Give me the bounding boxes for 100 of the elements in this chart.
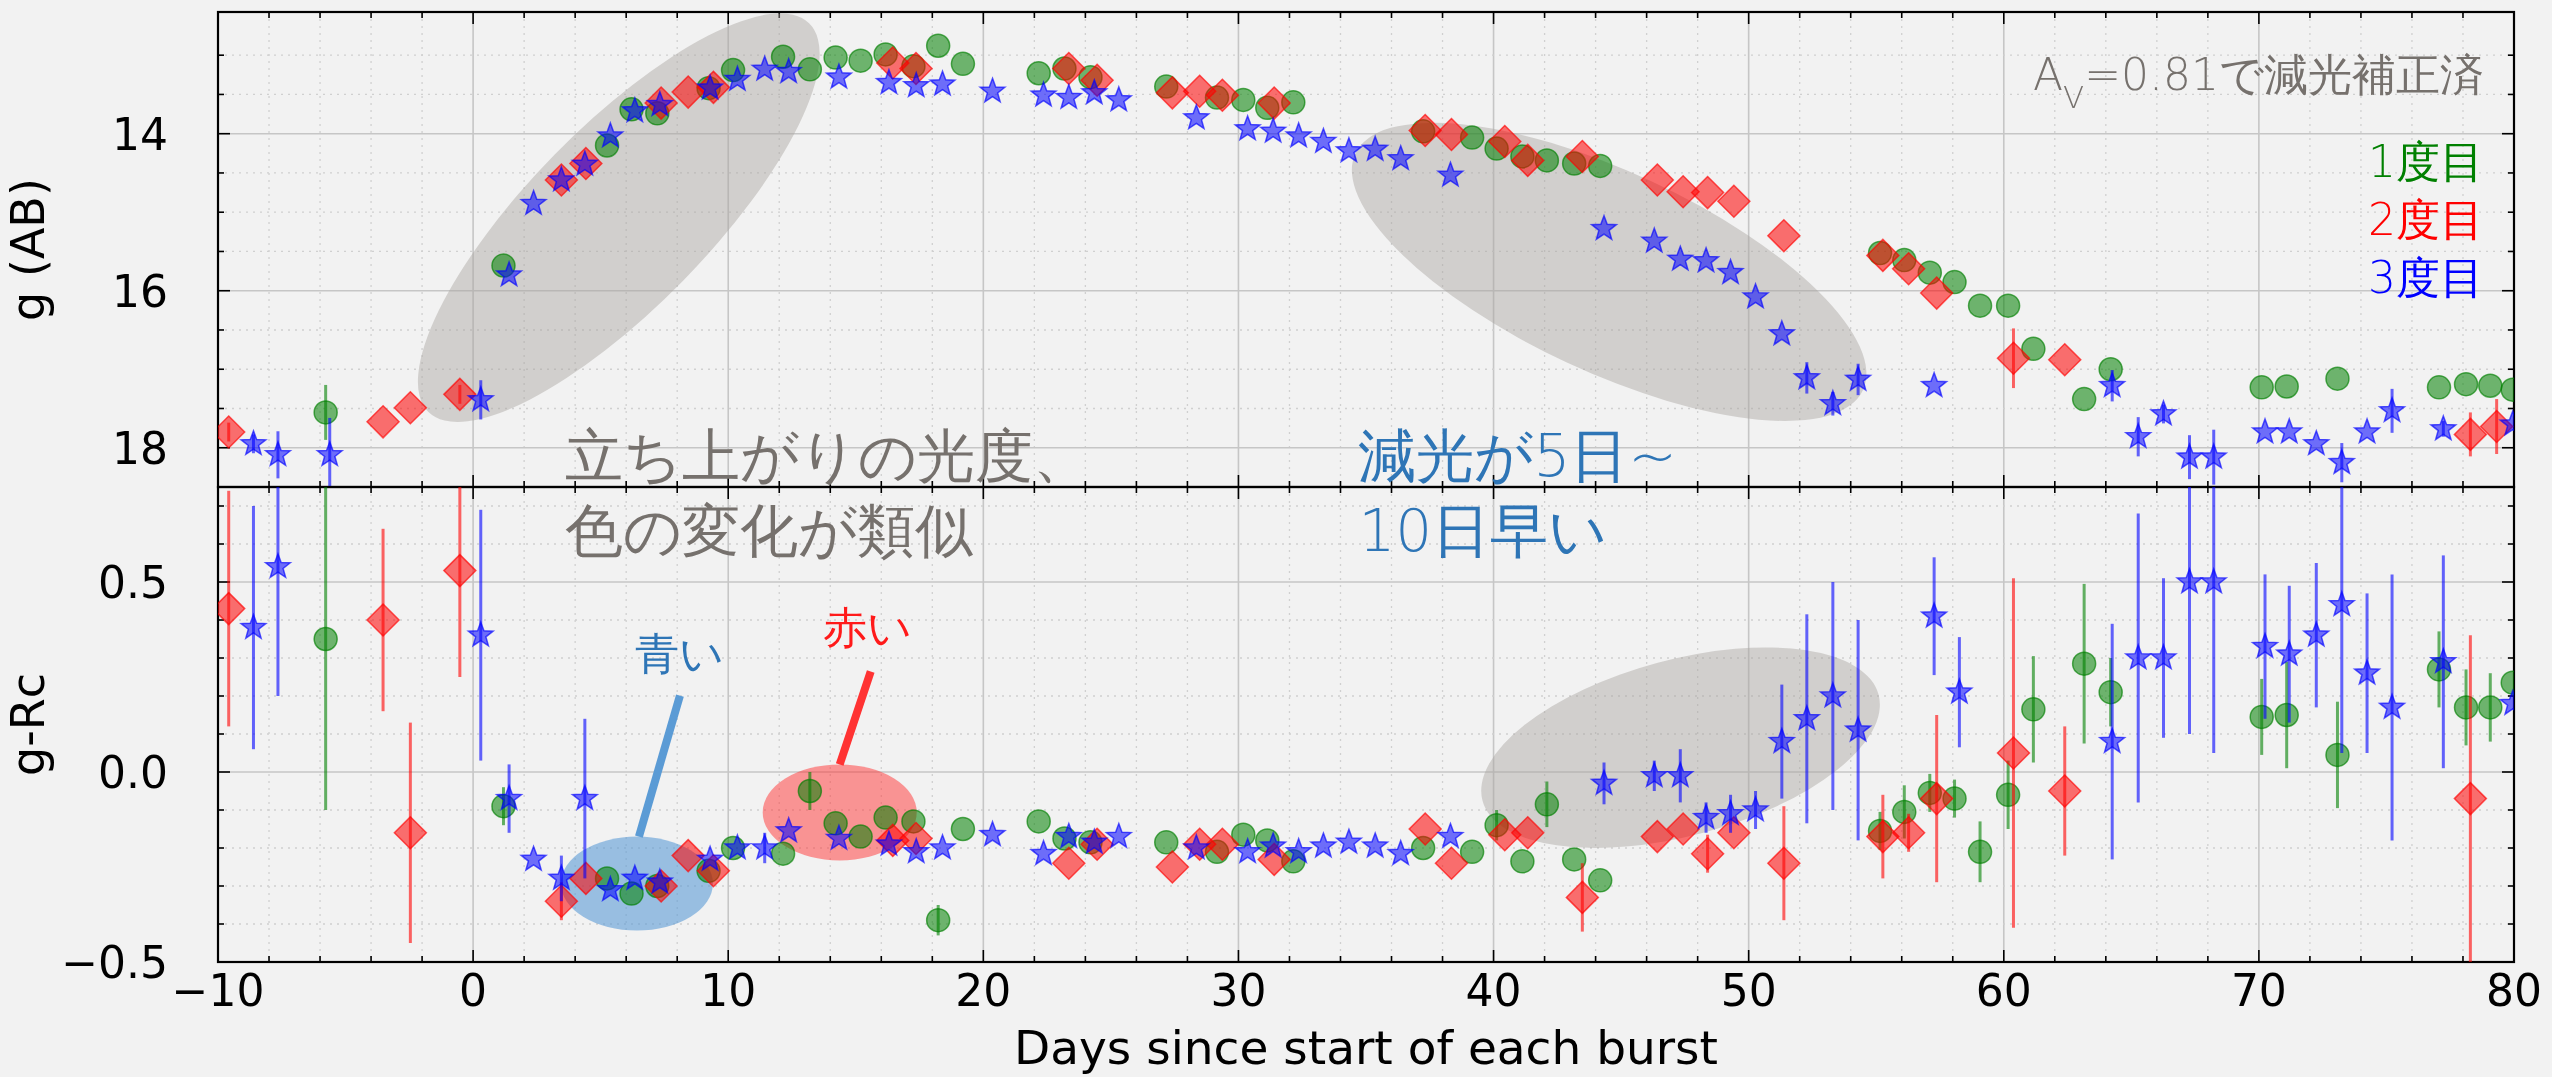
x-tick-label: −10 bbox=[171, 965, 265, 1016]
point bbox=[1387, 839, 1414, 865]
point bbox=[1587, 868, 1613, 893]
point bbox=[1768, 320, 1795, 346]
point bbox=[848, 48, 873, 73]
point bbox=[240, 613, 267, 639]
point bbox=[2200, 568, 2227, 594]
point bbox=[1055, 83, 1082, 109]
point bbox=[903, 72, 930, 98]
point bbox=[1260, 117, 1287, 143]
point bbox=[1767, 219, 1801, 253]
point bbox=[751, 834, 778, 860]
point bbox=[1434, 846, 1469, 880]
point bbox=[1052, 846, 1086, 880]
point bbox=[2353, 659, 2381, 685]
x-tick-label: 80 bbox=[2486, 965, 2542, 1016]
point bbox=[2150, 400, 2177, 426]
point bbox=[2099, 371, 2126, 397]
point bbox=[1183, 104, 1210, 130]
point bbox=[873, 805, 898, 830]
x-tick-label: 70 bbox=[2230, 965, 2287, 1016]
point bbox=[2478, 695, 2503, 720]
point bbox=[2048, 774, 2082, 808]
point bbox=[1052, 51, 1086, 86]
point bbox=[1488, 124, 1522, 159]
point bbox=[2176, 443, 2203, 469]
y-axis-title: g-Rc bbox=[1, 672, 55, 777]
point bbox=[1105, 822, 1132, 848]
point bbox=[1437, 822, 1464, 848]
x-tick-label: 40 bbox=[1465, 965, 1522, 1016]
point bbox=[1561, 847, 1587, 872]
point bbox=[393, 816, 428, 850]
point bbox=[2325, 366, 2350, 391]
point bbox=[2378, 397, 2406, 423]
point bbox=[2048, 343, 2082, 377]
point bbox=[2426, 375, 2452, 400]
point bbox=[925, 33, 951, 59]
point bbox=[2328, 591, 2355, 617]
point bbox=[1996, 736, 2031, 770]
point bbox=[2430, 415, 2457, 441]
point bbox=[393, 390, 428, 425]
point bbox=[495, 261, 523, 287]
point bbox=[1362, 832, 1389, 858]
point bbox=[495, 784, 523, 810]
point bbox=[1030, 81, 1057, 107]
point bbox=[1030, 839, 1057, 865]
annotation: 青い bbox=[635, 627, 725, 679]
point bbox=[1742, 796, 1769, 822]
point bbox=[366, 405, 400, 439]
point bbox=[264, 553, 292, 579]
point bbox=[1967, 293, 1993, 318]
point bbox=[2021, 697, 2046, 722]
point bbox=[1793, 705, 1820, 731]
point bbox=[1534, 792, 1560, 817]
point bbox=[2453, 417, 2488, 452]
point bbox=[443, 553, 477, 588]
point bbox=[1459, 839, 1485, 865]
point bbox=[1640, 163, 1675, 197]
point bbox=[724, 834, 751, 860]
point bbox=[1995, 293, 2021, 318]
point bbox=[671, 838, 705, 873]
point bbox=[875, 68, 903, 94]
point bbox=[1154, 830, 1179, 855]
point bbox=[929, 70, 956, 96]
point bbox=[2325, 742, 2350, 768]
point bbox=[2276, 640, 2303, 666]
y-tick-label: −0.5 bbox=[61, 937, 168, 988]
point bbox=[520, 189, 547, 215]
point bbox=[1408, 113, 1442, 148]
point bbox=[548, 864, 575, 890]
point bbox=[569, 861, 603, 896]
point bbox=[1667, 762, 1694, 788]
annotation: A$_{V}$=0.81で減光補正済 bbox=[2032, 49, 2484, 115]
point bbox=[1510, 849, 1535, 874]
point bbox=[2125, 423, 2152, 449]
point bbox=[1866, 238, 1900, 273]
point bbox=[1510, 816, 1545, 850]
x-tick-label: 0 bbox=[459, 965, 488, 1016]
point bbox=[366, 603, 400, 637]
point bbox=[1590, 769, 1618, 795]
y-tick-label: 0.0 bbox=[98, 747, 168, 798]
point bbox=[1996, 341, 2031, 375]
y-tick-label: 16 bbox=[112, 265, 168, 317]
annotation: 赤い bbox=[823, 602, 913, 654]
point bbox=[2303, 430, 2330, 456]
point bbox=[1717, 258, 1744, 284]
point bbox=[1891, 816, 1926, 850]
point bbox=[671, 75, 705, 109]
point bbox=[1234, 115, 1261, 141]
point bbox=[979, 77, 1006, 103]
point bbox=[1641, 227, 1668, 253]
point bbox=[1946, 678, 1973, 704]
point bbox=[1919, 276, 1954, 310]
point bbox=[1310, 832, 1337, 858]
point bbox=[1285, 838, 1312, 864]
point bbox=[2249, 375, 2274, 400]
point bbox=[2453, 781, 2488, 816]
x-tick-label: 30 bbox=[1210, 965, 1267, 1016]
point bbox=[2099, 727, 2126, 753]
legend: 1度目 2度目 3度目 bbox=[2368, 136, 2484, 303]
